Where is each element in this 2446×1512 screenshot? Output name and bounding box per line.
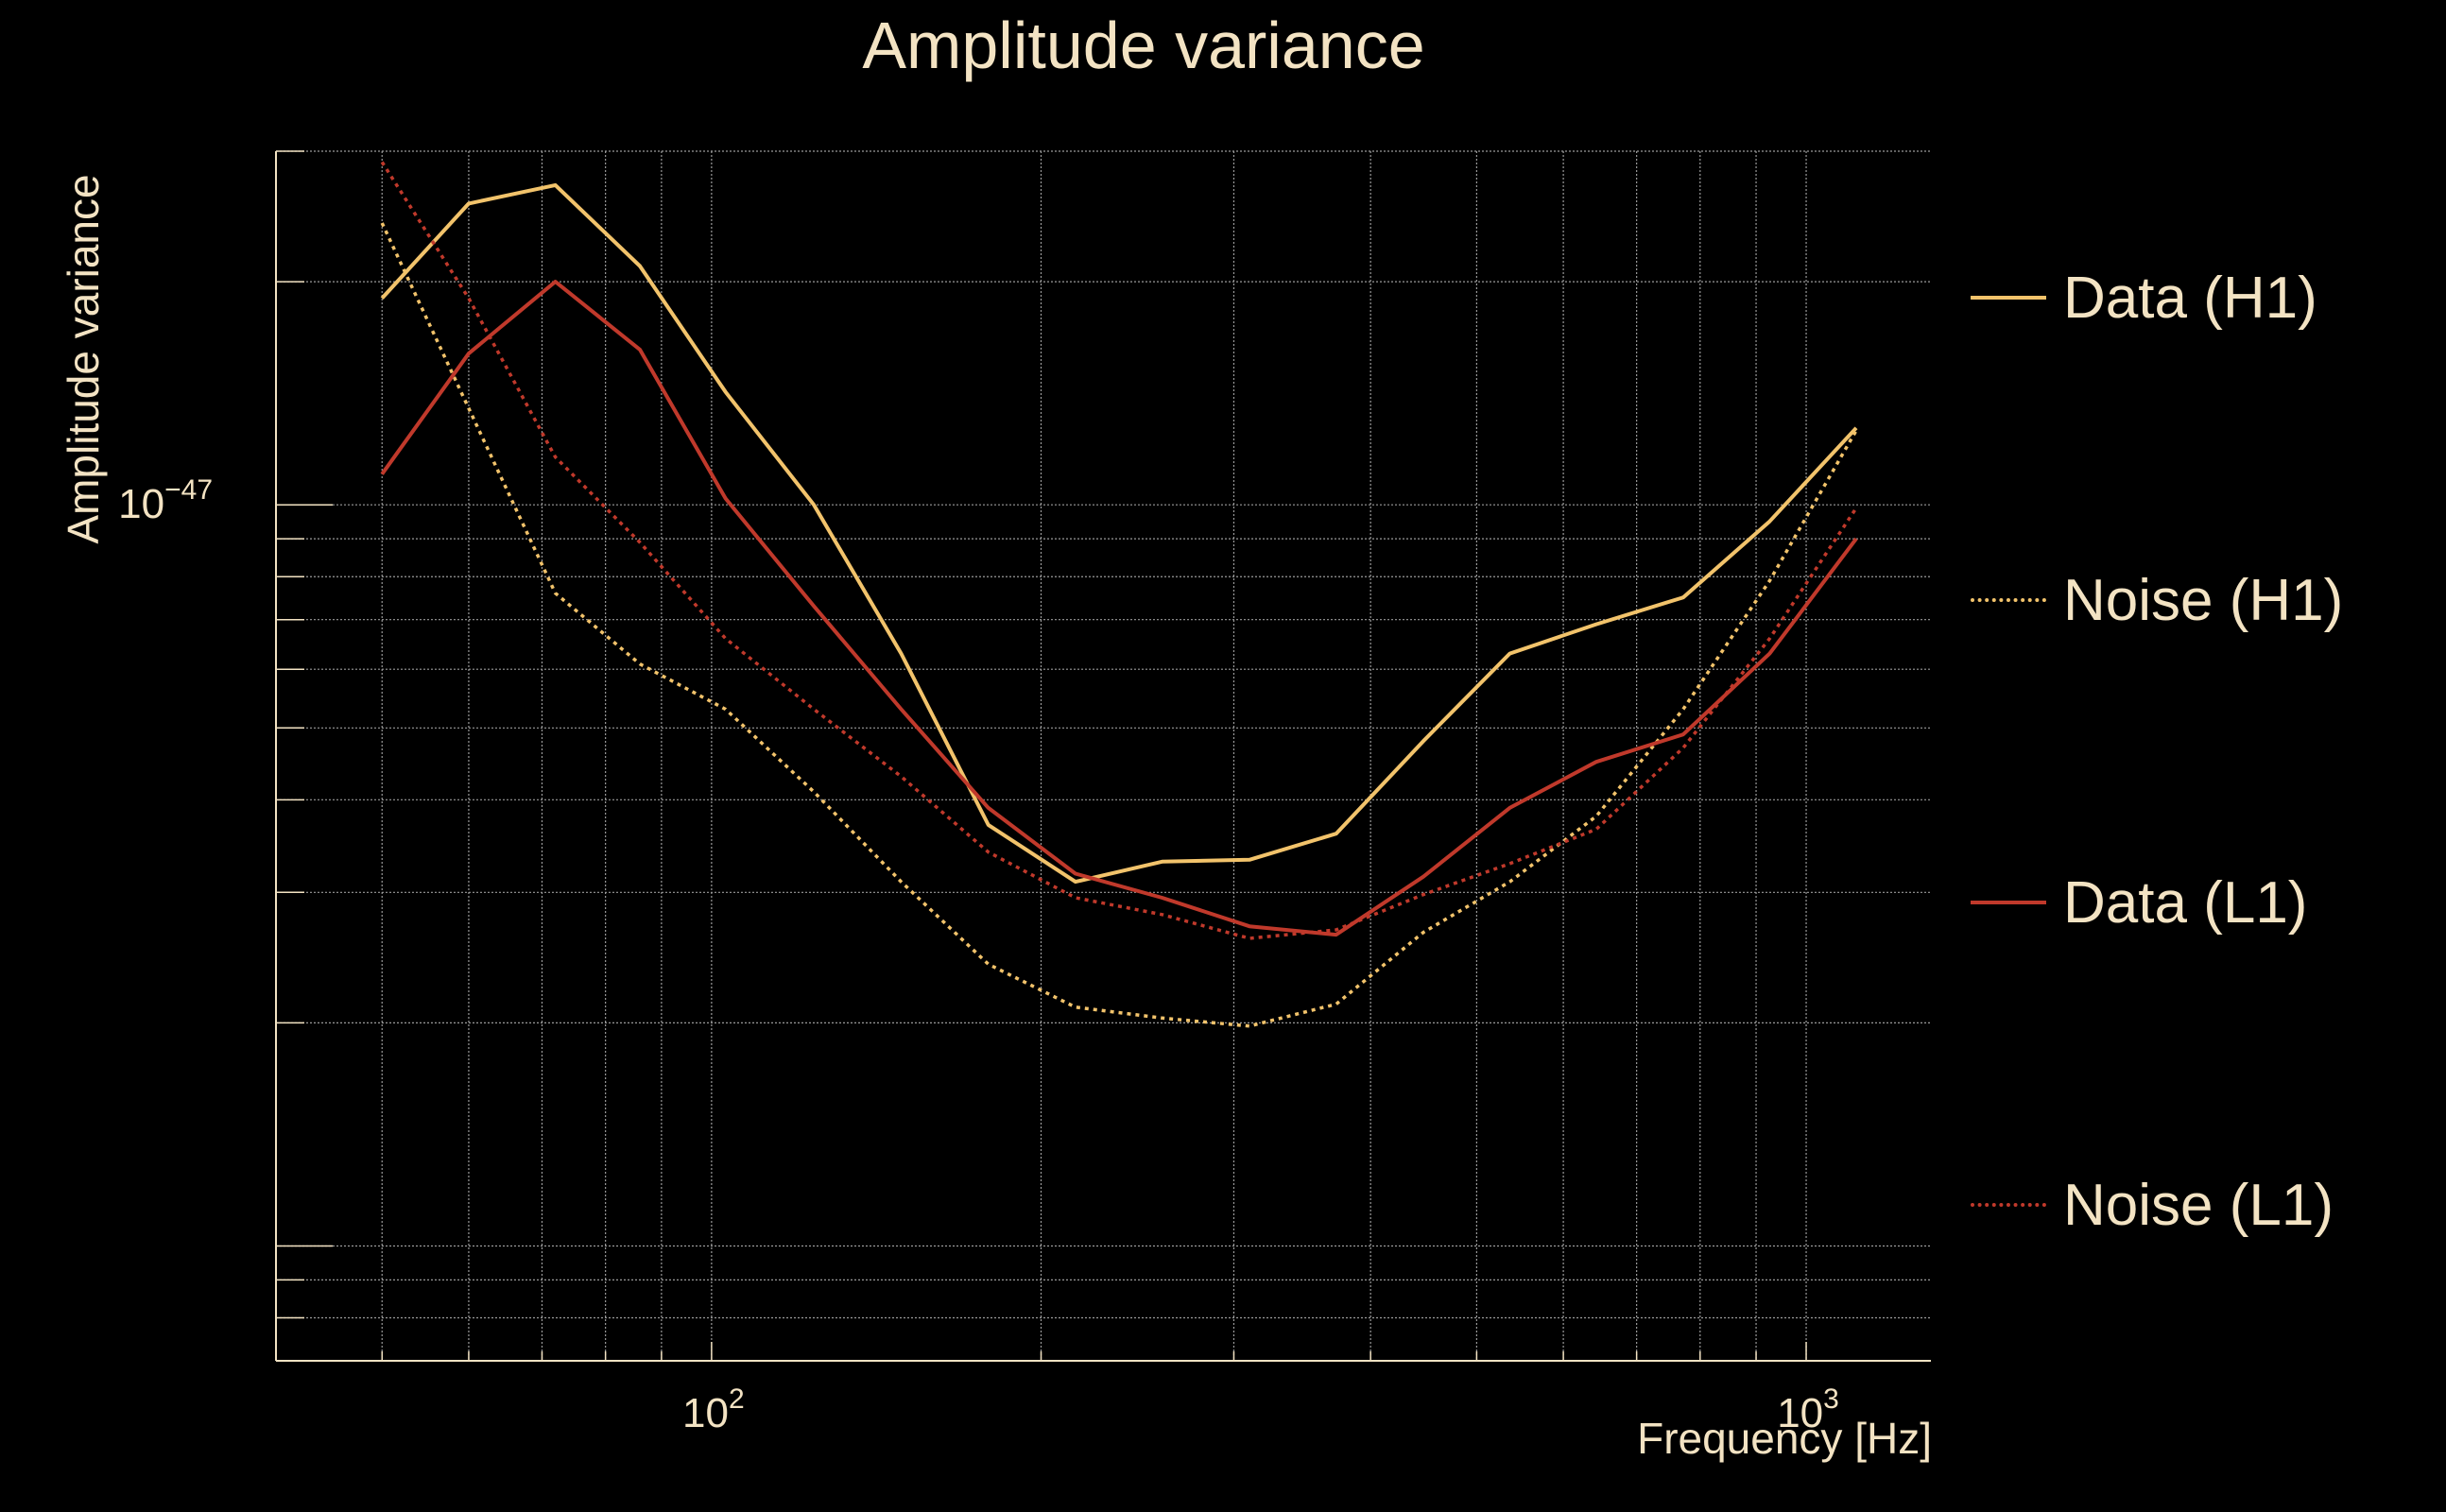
grid-lines bbox=[275, 150, 1931, 1362]
x-tick-label: 103 bbox=[1777, 1383, 1839, 1436]
x-tick-label: 102 bbox=[682, 1383, 745, 1436]
legend-swatch bbox=[1971, 901, 2046, 904]
tick-base: 10 bbox=[1777, 1390, 1823, 1436]
series-lines bbox=[380, 161, 1858, 1028]
series-line-data-l1 bbox=[380, 280, 1858, 937]
series-line-noise-l1 bbox=[380, 161, 1858, 940]
tick-base: 10 bbox=[682, 1390, 729, 1436]
y-axis-label: Amplitude variance bbox=[59, 174, 108, 544]
y-tick-label: 10−47 bbox=[118, 474, 213, 527]
legend-item-data-h1[interactable]: Data (H1) bbox=[1971, 260, 2317, 335]
legend-swatch bbox=[1971, 598, 2046, 602]
legend-label: Data (L1) bbox=[2063, 869, 2308, 936]
tick-exponent: −47 bbox=[164, 474, 213, 506]
legend-label: Data (H1) bbox=[2063, 265, 2317, 331]
tick-exponent: 3 bbox=[1823, 1383, 1839, 1415]
axes bbox=[275, 150, 1931, 1362]
legend-label: Noise (L1) bbox=[2063, 1172, 2334, 1238]
legend-item-noise-l1[interactable]: Noise (L1) bbox=[1971, 1167, 2334, 1243]
legend: Data (H1) Noise (H1) Data (L1) Noise (L1… bbox=[1971, 0, 2443, 1512]
x-axis-label: Frequency [Hz] bbox=[1637, 1414, 1932, 1463]
tick-exponent: 2 bbox=[729, 1383, 745, 1415]
legend-label: Noise (H1) bbox=[2063, 567, 2344, 633]
tick-base: 10 bbox=[118, 481, 164, 527]
chart-title: Amplitude variance bbox=[862, 9, 1425, 82]
series-line-noise-h1 bbox=[380, 222, 1858, 1028]
legend-item-noise-h1[interactable]: Noise (H1) bbox=[1971, 562, 2343, 638]
series-line-data-h1 bbox=[380, 182, 1858, 885]
legend-item-data-l1[interactable]: Data (L1) bbox=[1971, 865, 2307, 940]
legend-swatch bbox=[1971, 296, 2046, 300]
legend-swatch bbox=[1971, 1203, 2046, 1207]
